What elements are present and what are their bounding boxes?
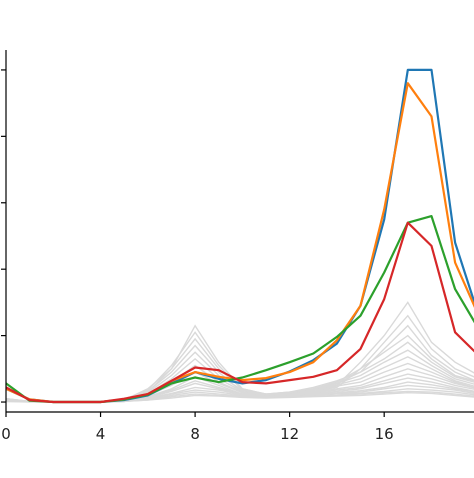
highlighted-series-group — [5, 68, 474, 404]
series-line-3 — [5, 221, 474, 404]
x-tick-label-1: 4 — [96, 425, 106, 443]
x-tick-label-2: 8 — [190, 425, 200, 443]
background-series-group — [5, 301, 474, 403]
series-line-1 — [5, 82, 474, 404]
axes-group: 0 4 8 12 16 — [1, 50, 474, 443]
x-tick-label-4: 16 — [375, 425, 394, 443]
x-tick-label-0: 0 — [1, 425, 11, 443]
x-tick-label-3: 12 — [280, 425, 299, 443]
